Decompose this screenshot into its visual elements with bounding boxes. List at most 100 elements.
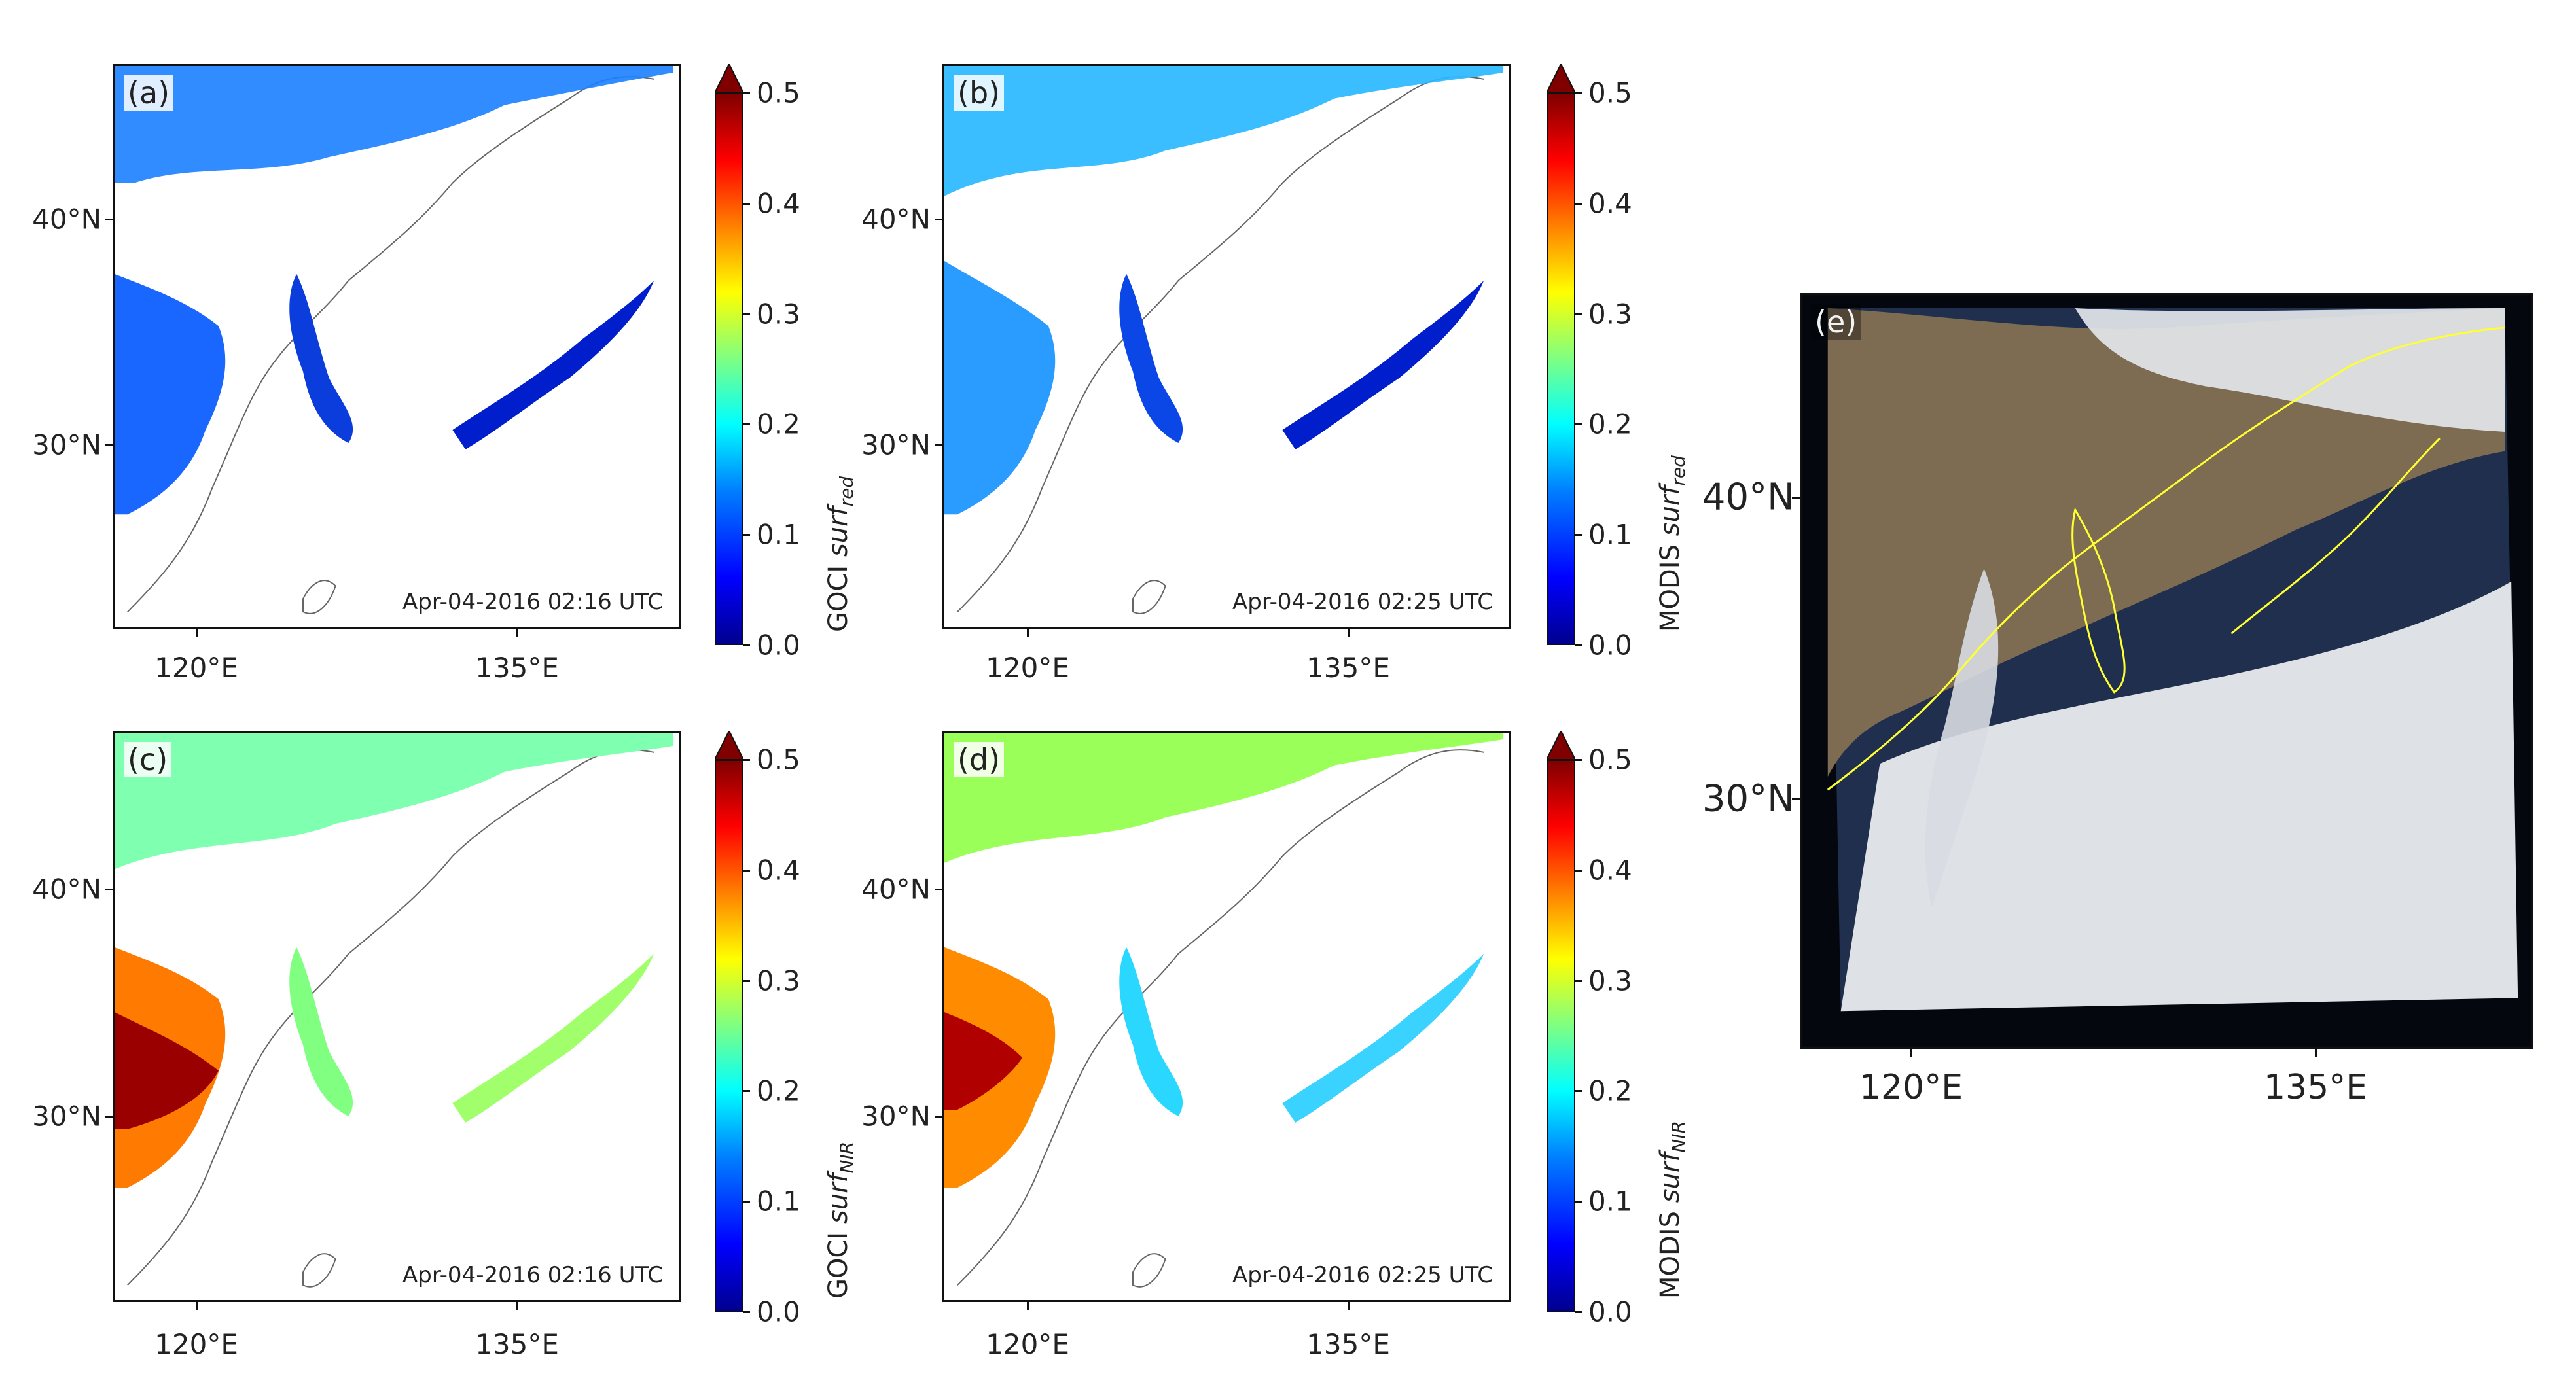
dust-plume: [1925, 568, 1999, 907]
land-north: [944, 733, 1504, 863]
x-tick-label: 120°E: [986, 1328, 1069, 1360]
land-japan: [1282, 280, 1484, 449]
timestamp: Apr-04-2016 02:25 UTC: [1228, 1261, 1497, 1290]
colorbar-tick-label: 0.3: [1588, 298, 1632, 330]
colorbar-tick-label: 0.0: [1588, 1295, 1632, 1328]
y-tick-mark: [105, 889, 113, 890]
colorbar-title-italic: surf: [823, 506, 853, 557]
colorbar-title-main: MODIS: [1655, 536, 1685, 632]
y-tick-label: 40°N: [32, 873, 101, 906]
colorbar-b: [1547, 64, 1575, 645]
colorbar-c: [715, 731, 743, 1312]
x-tick-mark: [1910, 1049, 1912, 1057]
panel-b: (b) Apr-04-2016 02:25 UTC: [942, 64, 1511, 629]
y-tick-mark: [935, 889, 942, 890]
colorbar-title-sub: NIR: [836, 1141, 857, 1174]
y-tick-mark: [1792, 798, 1800, 800]
y-tick-mark: [105, 219, 113, 220]
map-c: [115, 733, 674, 1288]
cloud-north: [2075, 308, 2505, 432]
colorbar-tick-mark: [743, 92, 750, 94]
panel-c: (c) Apr-04-2016 02:16 UTC: [113, 731, 681, 1302]
x-tick-label: 120°E: [986, 652, 1069, 684]
colorbar-tick-label: 0.2: [757, 1074, 800, 1107]
y-tick-label: 30°N: [32, 429, 101, 461]
coastline: [957, 749, 1484, 1286]
land-taiwan: [1132, 580, 1166, 614]
y-tick-label: 40°N: [1702, 476, 1795, 519]
colorbar-a: [715, 64, 743, 645]
colorbar-tick-label: 0.3: [1588, 964, 1632, 997]
land-korea: [1119, 947, 1183, 1116]
colorbar-tick-label: 0.2: [1588, 408, 1632, 440]
x-tick-mark: [516, 1302, 518, 1310]
colorbar-title: GOCI surfred: [823, 476, 857, 632]
colorbar-title-main: GOCI: [823, 1224, 853, 1299]
colorbar-title-main: GOCI: [823, 557, 853, 632]
colorbar-title: MODIS surfNIR: [1655, 1121, 1689, 1299]
x-tick-mark: [1027, 1302, 1029, 1310]
map-d: [944, 733, 1504, 1288]
y-tick-mark: [105, 1116, 113, 1118]
coastline: [127, 76, 654, 612]
colorbar-tick-label: 0.0: [1588, 629, 1632, 661]
coastline-korea: [2071, 507, 2126, 694]
colorbar-extend-arrow: [1547, 731, 1575, 760]
land-japan: [452, 953, 654, 1123]
land-hot: [115, 1012, 219, 1129]
colorbar-tick-label: 0.1: [1588, 518, 1632, 551]
colorbar-extend-arrow: [715, 64, 743, 93]
panel-e: (e): [1800, 293, 2533, 1049]
colorbar-tick-label: 0.0: [757, 1295, 800, 1328]
y-tick-label: 40°N: [861, 873, 931, 906]
colorbar-d: [1547, 731, 1575, 1312]
colorbar-title-sub: red: [1668, 455, 1689, 486]
land-north: [944, 66, 1504, 196]
y-tick-label: 30°N: [32, 1100, 101, 1133]
colorbar-title: MODIS surfred: [1655, 455, 1689, 632]
colorbar-tick-label: 0.5: [1588, 743, 1632, 776]
colorbar-tick-label: 0.2: [757, 408, 800, 440]
cloud-south: [1840, 581, 2518, 1012]
colorbar-tick-label: 0.3: [757, 964, 800, 997]
colorbar-tick-mark: [743, 534, 750, 537]
colorbar-gradient: [715, 760, 743, 1312]
x-tick-label: 135°E: [1306, 652, 1390, 684]
timestamp: Apr-04-2016 02:25 UTC: [1228, 588, 1497, 616]
land-taiwan: [1132, 1253, 1166, 1288]
x-tick-mark: [196, 629, 198, 637]
colorbar-title: GOCI surfNIR: [823, 1142, 857, 1299]
colorbar-tick-mark: [1575, 202, 1582, 205]
land-north: [115, 733, 674, 870]
colorbar-tick-mark: [1575, 979, 1582, 982]
land-taiwan: [302, 580, 336, 614]
panel-label: (b): [954, 75, 1005, 111]
colorbar-tick-label: 0.1: [757, 518, 800, 551]
x-tick-mark: [196, 1302, 198, 1310]
colorbar-tick-mark: [743, 423, 750, 426]
colorbar-title-sub: red: [836, 476, 857, 507]
colorbar-title-sub: NIR: [1668, 1120, 1689, 1153]
colorbar-title-italic: surf: [1655, 1152, 1685, 1203]
land-north: [115, 66, 674, 183]
land-hot: [944, 1012, 1023, 1110]
colorbar-tick-mark: [743, 313, 750, 315]
land-korea: [289, 273, 353, 443]
panel-label: (e): [1811, 304, 1861, 340]
colorbar-tick-mark: [743, 1311, 750, 1313]
colorbar-tick-label: 0.4: [757, 187, 800, 220]
colorbar-tick-mark: [743, 979, 750, 982]
colorbar-title-italic: surf: [823, 1173, 853, 1224]
coastline: [1827, 326, 2505, 791]
map-a: [115, 66, 674, 614]
colorbar-tick-mark: [1575, 313, 1582, 315]
x-tick-label: 135°E: [475, 652, 559, 684]
land-china-east: [944, 260, 1056, 515]
y-tick-label: 30°N: [861, 1100, 931, 1133]
colorbar-tick-label: 0.4: [1588, 187, 1632, 220]
timestamp: Apr-04-2016 02:16 UTC: [399, 1261, 667, 1290]
colorbar-tick-label: 0.0: [757, 629, 800, 661]
y-tick-mark: [935, 1116, 942, 1118]
land-taiwan: [302, 1253, 336, 1288]
coastline: [127, 749, 654, 1286]
